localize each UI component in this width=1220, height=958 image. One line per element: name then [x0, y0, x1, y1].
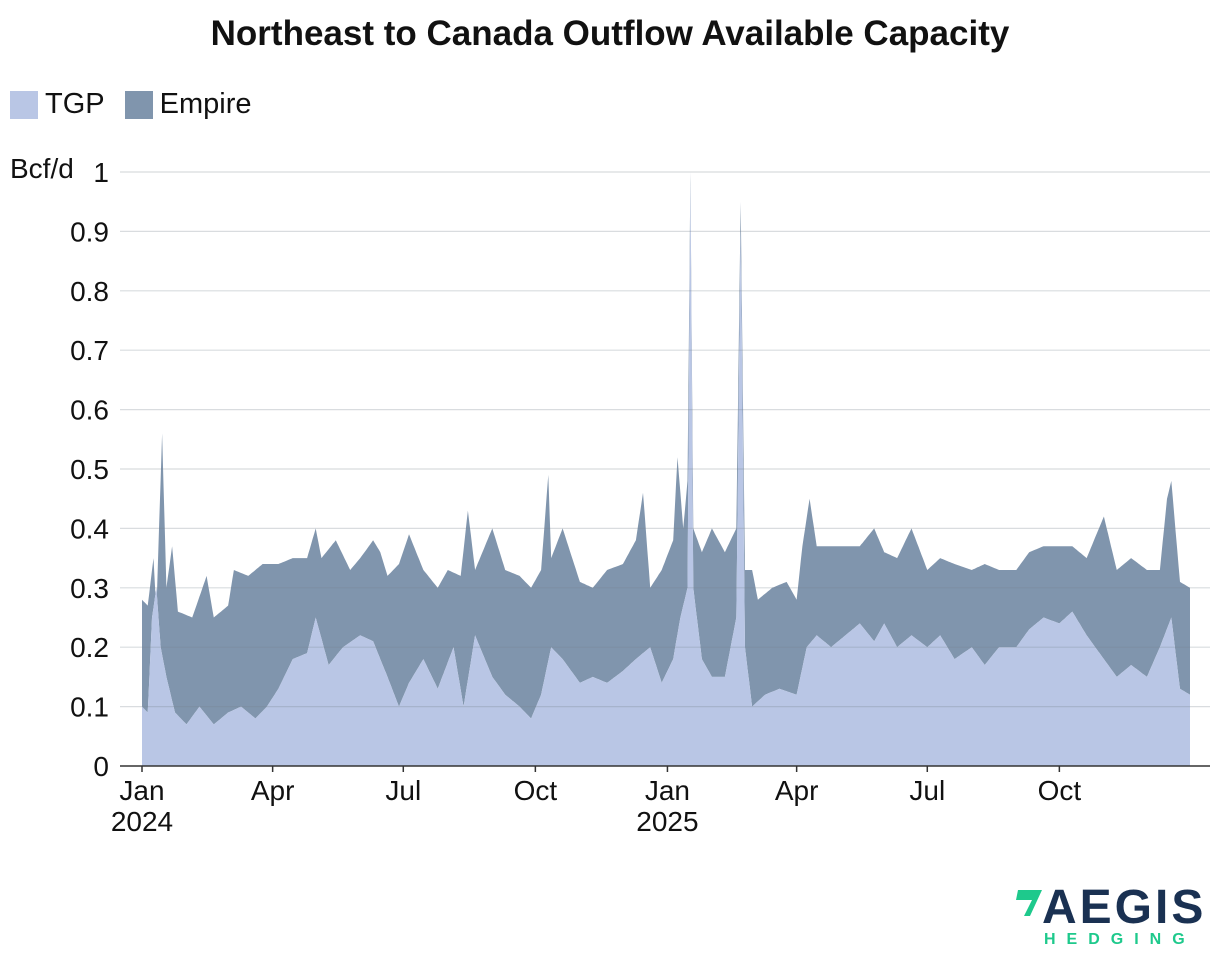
legend-label-empire: Empire	[159, 88, 252, 120]
logo-wordmark: AEGIS	[1042, 881, 1207, 934]
aegis-logo: AEGIS HEDGING	[1016, 881, 1212, 950]
x-tick-label: Apr	[775, 775, 819, 806]
y-tick-label: 0.6	[70, 395, 109, 426]
legend-swatch-empire	[124, 90, 153, 119]
x-tick-label: Oct	[1038, 775, 1082, 806]
logo-mark-icon	[1016, 890, 1042, 916]
legend-swatch-tgp	[10, 90, 38, 119]
x-tick-label: Jul	[385, 775, 421, 806]
y-tick-label: 1	[93, 157, 109, 188]
x-tick-year-label: 2025	[636, 806, 698, 837]
x-tick-year-label: 2024	[111, 806, 173, 837]
y-tick-label: 0.9	[70, 216, 109, 247]
legend-item-empire: Empire	[124, 88, 252, 121]
y-tick-label: 0.2	[70, 632, 109, 663]
legend-item-tgp: TGP	[10, 88, 105, 121]
y-axis-unit-label: Bcf/d	[10, 153, 74, 184]
legend-label-tgp: TGP	[45, 88, 105, 120]
y-tick-label: 0.3	[70, 573, 109, 604]
x-tick-label: Apr	[251, 775, 295, 806]
chart-title: Northeast to Canada Outflow Available Ca…	[210, 14, 1010, 53]
x-tick-label: Oct	[514, 775, 558, 806]
y-tick-label: 0.8	[70, 276, 109, 307]
series-area-empire	[142, 172, 1190, 725]
y-tick-label: 0	[93, 751, 109, 782]
y-tick-label: 0.7	[70, 335, 109, 366]
y-tick-label: 0.1	[70, 692, 109, 723]
series-area-tgp	[142, 183, 1190, 766]
x-tick-label: Jan	[645, 775, 690, 806]
y-tick-label: 0.4	[70, 513, 109, 544]
logo-subtitle: HEDGING	[1044, 931, 1196, 948]
x-tick-label: Jul	[909, 775, 945, 806]
x-tick-label: Jan	[119, 775, 164, 806]
y-tick-label: 0.5	[70, 454, 109, 485]
legend: TGP Empire	[10, 88, 271, 121]
